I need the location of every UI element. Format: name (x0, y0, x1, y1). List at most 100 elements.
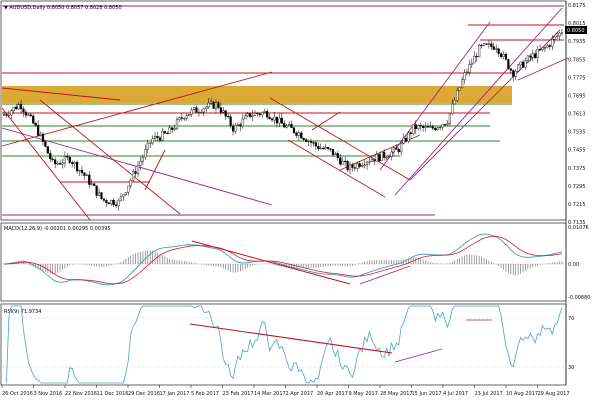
date-tick-label: 9 May 2017 (349, 391, 378, 397)
date-tick-label: 22 Nov 2016 (65, 391, 97, 397)
candle-body (475, 55, 478, 58)
candle-body (146, 142, 149, 150)
candle-body (58, 163, 62, 165)
candle-body (307, 140, 310, 143)
candle-body (331, 149, 335, 155)
candle-body (110, 199, 113, 205)
candle-body (249, 113, 252, 117)
candle-body (531, 53, 534, 58)
rsi-axis-30: 30 (568, 365, 574, 371)
candle-body (175, 119, 179, 129)
candle-body (353, 167, 356, 169)
macd-axis-bottom: -0.00880 (568, 295, 590, 301)
candle-body (178, 117, 181, 120)
candle-body (192, 107, 196, 111)
candle-body (485, 43, 488, 45)
candle-body (68, 156, 71, 163)
candle-body (246, 113, 249, 117)
candle-body (144, 149, 147, 158)
candle-body (548, 45, 551, 47)
candle-body (32, 115, 35, 124)
candle-body (499, 53, 503, 57)
candle-body (336, 153, 339, 159)
candle-body (44, 141, 47, 147)
candle-body (351, 164, 354, 168)
candle-body (163, 131, 166, 134)
candle-body (324, 147, 327, 149)
candle-body (127, 185, 130, 193)
candle-body (22, 108, 25, 113)
macd-line (3, 233, 563, 286)
candle-body (51, 158, 54, 161)
candle-body (346, 161, 349, 171)
candle-body (253, 112, 257, 116)
price-tick-label: 0.8015 (568, 21, 586, 27)
candle-body (439, 126, 442, 129)
candle-body (273, 116, 276, 121)
candle-body (78, 169, 81, 172)
candle-body (344, 160, 347, 163)
candle-body (558, 32, 561, 37)
candle-body (504, 53, 508, 60)
candle-body (71, 162, 74, 164)
candle-body (212, 101, 215, 109)
candle-body (90, 183, 93, 185)
candle-body (482, 43, 486, 46)
candle-body (239, 124, 242, 127)
candle-body (151, 138, 154, 144)
candle-body (341, 160, 344, 165)
candle-body (10, 110, 13, 116)
price-tick-label: 0.7935 (568, 39, 586, 45)
candle-body (538, 49, 542, 51)
candle-body (534, 53, 537, 58)
candle-body (83, 172, 86, 176)
candle-body (348, 164, 352, 171)
candle-body (278, 117, 281, 124)
candle-body (61, 162, 64, 165)
candle-body (519, 61, 522, 66)
candle-body (468, 64, 471, 73)
candle-body (453, 100, 456, 105)
candle-body (37, 124, 40, 136)
candle-body (417, 125, 420, 130)
candle-body (136, 165, 140, 174)
macd-axis-top: 0.01076 (568, 225, 589, 231)
candle-body (97, 192, 101, 196)
candle-body (365, 161, 369, 166)
candle-body (17, 104, 20, 110)
candle-body (210, 101, 213, 104)
candle-body (302, 137, 305, 140)
candle-body (219, 107, 222, 113)
price-tick-label: 0.7295 (568, 184, 586, 190)
candle-body (63, 156, 67, 164)
candle-body (463, 72, 466, 80)
candle-body (139, 161, 142, 166)
candle-body (436, 127, 439, 130)
candle-body (553, 36, 556, 40)
candle-body (85, 174, 88, 176)
candle-body (319, 147, 322, 150)
candle-body (244, 115, 247, 120)
trend-lines (1, 71, 421, 221)
candle-body (132, 171, 135, 181)
candle-body (112, 199, 115, 205)
candle-body (29, 114, 32, 117)
candle-body (49, 153, 52, 160)
date-tick-label: 29 Aug 2017 (538, 391, 570, 397)
candle-body (214, 102, 218, 109)
date-axis: 26 Oct 2016 3 Nov 2016 22 Nov 2016 11 Dec 2… (1, 385, 570, 397)
candle-body (521, 61, 525, 68)
rsi-line (6, 305, 563, 384)
candle-body (46, 146, 49, 154)
candle-body (227, 115, 230, 118)
candle-body (122, 194, 125, 197)
candle-body (88, 174, 91, 185)
candle-body (314, 142, 317, 147)
candle-body (256, 112, 259, 115)
candle-body (473, 55, 476, 64)
candle-body (509, 68, 512, 71)
candle-body (161, 131, 164, 141)
candle-body (41, 133, 45, 142)
candle-body (326, 147, 330, 149)
